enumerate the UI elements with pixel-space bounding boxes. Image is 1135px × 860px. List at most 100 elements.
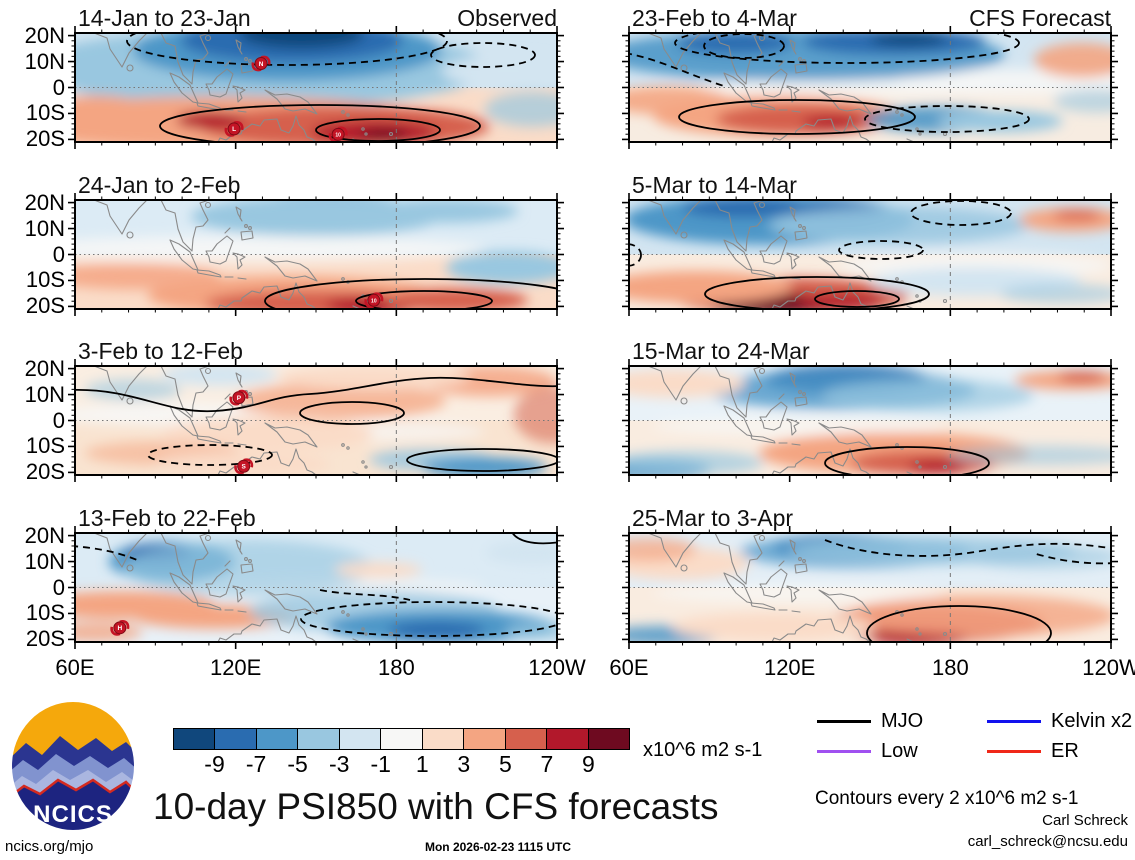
y-tick-label: 20N xyxy=(24,22,65,48)
storm-marker: L xyxy=(224,121,244,137)
colorbar-segment xyxy=(547,729,589,749)
y-tick-label: 10S xyxy=(25,433,65,459)
colorbar-tick-label: -3 xyxy=(328,751,350,777)
ncics-logo: NCICS xyxy=(10,700,136,832)
footer-url: ncics.org/mjo xyxy=(5,838,94,855)
logo-text: NCICS xyxy=(33,801,113,828)
svg-text:10: 10 xyxy=(371,299,377,305)
map-panel xyxy=(622,193,1118,316)
y-tick-label: 20N xyxy=(24,189,65,215)
legend-line-mjo xyxy=(817,720,871,723)
colorbar-tick-label: -1 xyxy=(370,751,391,777)
colorbar-segment xyxy=(174,729,216,749)
x-tick-label: 60E xyxy=(609,655,649,680)
panel-corner-label: CFS Forecast xyxy=(969,5,1111,31)
colorbar-segment xyxy=(422,729,465,749)
storm-marker: N xyxy=(251,55,271,72)
colorbar-segment xyxy=(256,729,299,749)
panel-title: 5-Mar to 14-Mar xyxy=(632,172,797,198)
panel-title: 24-Jan to 2-Feb xyxy=(78,172,241,198)
y-tick-label: 20N xyxy=(24,522,65,548)
colorbar-segment xyxy=(464,729,506,749)
panel-title: 3-Feb to 12-Feb xyxy=(78,338,243,364)
colorbar-segment xyxy=(588,729,629,749)
y-tick-label: 20N xyxy=(24,355,65,381)
map-panel: PS xyxy=(68,359,564,482)
x-tick-label: 120W xyxy=(528,655,586,680)
y-tick-label: 20S xyxy=(25,293,65,319)
legend-line-er xyxy=(987,750,1041,753)
panel-title: 15-Mar to 24-Mar xyxy=(632,338,810,364)
colorbar xyxy=(173,728,630,750)
y-tick-label: 10N xyxy=(24,215,65,241)
panel-title: 25-Mar to 3-Apr xyxy=(632,505,794,531)
colorbar-tick-label: 3 xyxy=(457,751,471,777)
y-tick-label: 0 xyxy=(52,241,65,267)
legend-label: Kelvin x2 xyxy=(1051,710,1133,732)
panel-title: 13-Feb to 22-Feb xyxy=(78,505,256,531)
y-tick-label: 10N xyxy=(24,48,65,74)
footer-timestamp: Mon 2026-02-23 1115 UTC xyxy=(424,840,572,854)
y-tick-label: 20S xyxy=(25,626,65,652)
colorbar-segment xyxy=(381,729,423,749)
map-panel: N L 10 xyxy=(68,26,564,149)
legend-line-kelvin-x2 xyxy=(987,720,1041,723)
map-panel xyxy=(622,359,1118,482)
x-tick-label: 180 xyxy=(377,655,415,680)
panel-corner-label: Observed xyxy=(457,5,557,31)
x-tick-label: 120E xyxy=(209,655,262,680)
y-tick-label: 10N xyxy=(24,548,65,574)
y-tick-label: 10S xyxy=(25,600,65,626)
y-tick-label: 0 xyxy=(52,574,65,600)
y-tick-label: 10S xyxy=(25,100,65,126)
y-tick-label: 20S xyxy=(25,126,65,152)
x-tick-label: 180 xyxy=(931,655,969,680)
legend-line-low xyxy=(817,750,871,753)
panel-title: 14-Jan to 23-Jan xyxy=(78,5,251,31)
y-tick-label: 20S xyxy=(25,459,65,485)
colorbar-segment xyxy=(298,729,340,749)
colorbar-tick-label: 7 xyxy=(540,751,554,777)
map-panel: H xyxy=(68,526,564,649)
author-email: carl_schreck@ncsu.edu xyxy=(967,833,1128,850)
panel-title: 23-Feb to 4-Mar xyxy=(632,5,797,31)
colorbar-tick-label: 5 xyxy=(498,751,512,777)
svg-text:10: 10 xyxy=(335,133,341,139)
legend-label: Low xyxy=(881,740,918,762)
svg-text:P: P xyxy=(237,395,242,402)
colorbar-tick-label: -9 xyxy=(204,751,225,777)
storm-marker: 10 xyxy=(364,292,384,309)
svg-text:S: S xyxy=(242,464,247,471)
map-panel xyxy=(622,26,1118,149)
legend-label: ER xyxy=(1051,740,1079,762)
colorbar-units: x10^6 m2 s-1 xyxy=(643,739,763,761)
colorbar-segment xyxy=(339,729,382,749)
colorbar-segment xyxy=(505,729,548,749)
y-tick-label: 10S xyxy=(25,267,65,293)
colorbar-segment xyxy=(215,729,257,749)
svg-text:N: N xyxy=(259,61,264,68)
colorbar-tick-label: 1 xyxy=(415,751,429,777)
contour-note: Contours every 2 x10^6 m2 s-1 xyxy=(815,788,1079,809)
storm-marker: 10 xyxy=(328,126,348,142)
y-tick-label: 10N xyxy=(24,381,65,407)
colorbar-tick-label: -5 xyxy=(287,751,308,777)
storm-marker: P xyxy=(229,389,249,406)
figure-title: 10-day PSI850 with CFS forecasts xyxy=(153,786,719,827)
colorbar-tick-label: 9 xyxy=(582,751,595,777)
svg-text:H: H xyxy=(117,625,122,632)
y-tick-label: 0 xyxy=(52,407,65,433)
x-tick-label: 120W xyxy=(1082,655,1135,680)
map-panel: 10 xyxy=(68,193,564,316)
colorbar-tick-label: -7 xyxy=(245,751,267,777)
y-tick-label: 0 xyxy=(52,74,65,100)
svg-text:L: L xyxy=(232,126,236,133)
storm-marker: S xyxy=(234,458,254,475)
x-tick-label: 60E xyxy=(55,655,95,680)
storm-marker: H xyxy=(110,620,130,636)
author-credit: Carl Schreck xyxy=(1042,812,1128,829)
x-tick-label: 120E xyxy=(763,655,816,680)
legend-label: MJO xyxy=(881,710,924,732)
map-panel xyxy=(622,526,1118,649)
